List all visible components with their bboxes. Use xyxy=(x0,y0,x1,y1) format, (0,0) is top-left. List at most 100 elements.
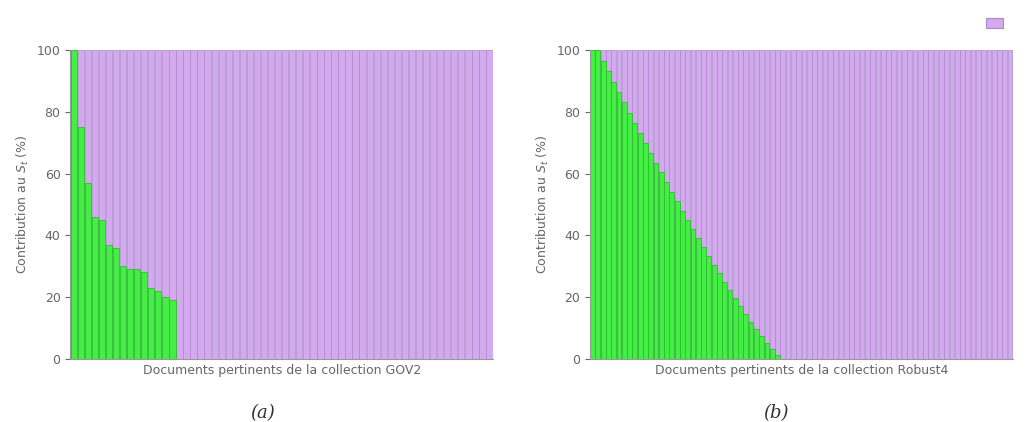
Bar xyxy=(120,50,126,359)
Bar xyxy=(691,229,695,359)
Bar xyxy=(891,50,896,359)
Text: (b): (b) xyxy=(764,404,788,422)
Bar xyxy=(664,50,669,359)
Bar xyxy=(686,220,690,359)
Bar xyxy=(896,50,902,359)
Bar xyxy=(718,50,722,359)
Bar xyxy=(120,266,126,359)
Bar xyxy=(859,50,865,359)
Bar xyxy=(844,50,849,359)
Bar xyxy=(225,50,232,359)
Bar xyxy=(765,343,769,359)
Bar xyxy=(106,245,112,359)
Bar xyxy=(254,50,260,359)
Bar xyxy=(649,50,653,359)
Bar xyxy=(928,50,933,359)
Bar xyxy=(466,50,472,359)
Bar xyxy=(939,50,944,359)
Bar xyxy=(743,50,748,359)
Bar xyxy=(960,50,965,359)
Bar xyxy=(733,50,738,359)
Bar xyxy=(854,50,859,359)
Bar xyxy=(718,273,722,359)
Bar xyxy=(472,50,479,359)
Bar xyxy=(992,50,996,359)
Bar xyxy=(162,297,169,359)
Bar xyxy=(99,50,105,359)
Bar xyxy=(691,50,695,359)
Bar xyxy=(701,50,706,359)
Bar xyxy=(318,50,324,359)
Bar xyxy=(865,50,870,359)
Text: (a): (a) xyxy=(250,404,274,422)
Bar xyxy=(723,282,727,359)
Bar xyxy=(933,50,939,359)
Bar xyxy=(913,50,917,359)
Bar xyxy=(282,50,288,359)
Bar xyxy=(738,50,743,359)
Bar xyxy=(212,50,218,359)
Bar xyxy=(310,50,317,359)
Y-axis label: Contribution au $S_t$ (%): Contribution au $S_t$ (%) xyxy=(15,135,31,274)
Bar xyxy=(600,61,605,359)
Bar xyxy=(388,50,394,359)
Bar xyxy=(176,50,183,359)
Bar xyxy=(345,50,352,359)
Bar xyxy=(416,50,423,359)
Bar xyxy=(674,201,680,359)
Bar xyxy=(748,322,754,359)
Bar xyxy=(627,113,632,359)
Bar xyxy=(395,50,401,359)
Bar xyxy=(955,50,959,359)
Bar xyxy=(324,50,331,359)
Bar xyxy=(612,82,616,359)
Bar xyxy=(458,50,465,359)
Bar xyxy=(423,50,430,359)
Bar xyxy=(71,50,77,359)
Bar xyxy=(595,50,600,359)
Bar xyxy=(303,50,309,359)
Bar xyxy=(84,50,91,359)
Bar xyxy=(127,50,134,359)
Bar xyxy=(622,50,627,359)
Bar xyxy=(451,50,457,359)
Bar xyxy=(876,50,880,359)
Bar xyxy=(728,50,732,359)
Bar xyxy=(632,123,637,359)
Bar xyxy=(659,50,664,359)
Bar xyxy=(775,354,780,359)
Bar xyxy=(812,50,817,359)
Bar xyxy=(612,50,616,359)
Bar xyxy=(268,50,274,359)
Bar xyxy=(871,50,875,359)
Bar xyxy=(706,50,711,359)
Bar xyxy=(134,269,141,359)
Bar xyxy=(711,50,717,359)
Bar xyxy=(148,50,154,359)
Bar xyxy=(950,50,954,359)
Bar xyxy=(664,182,669,359)
Bar xyxy=(839,50,843,359)
Bar xyxy=(106,50,112,359)
Bar xyxy=(627,50,632,359)
Bar xyxy=(654,50,658,359)
Bar xyxy=(765,50,769,359)
Bar xyxy=(807,50,812,359)
Bar xyxy=(170,300,176,359)
Bar xyxy=(99,220,105,359)
Bar xyxy=(617,50,621,359)
Bar xyxy=(595,50,600,359)
Bar xyxy=(881,50,885,359)
Bar xyxy=(232,50,238,359)
Bar xyxy=(654,162,658,359)
Bar xyxy=(617,92,621,359)
Bar xyxy=(622,103,627,359)
Bar xyxy=(649,153,653,359)
Bar xyxy=(590,50,595,359)
Bar xyxy=(91,217,98,359)
X-axis label: Documents pertinents de la collection Robust4: Documents pertinents de la collection Ro… xyxy=(655,365,948,377)
Bar xyxy=(686,50,690,359)
Bar xyxy=(976,50,981,359)
Bar xyxy=(590,50,595,359)
Bar xyxy=(918,50,922,359)
